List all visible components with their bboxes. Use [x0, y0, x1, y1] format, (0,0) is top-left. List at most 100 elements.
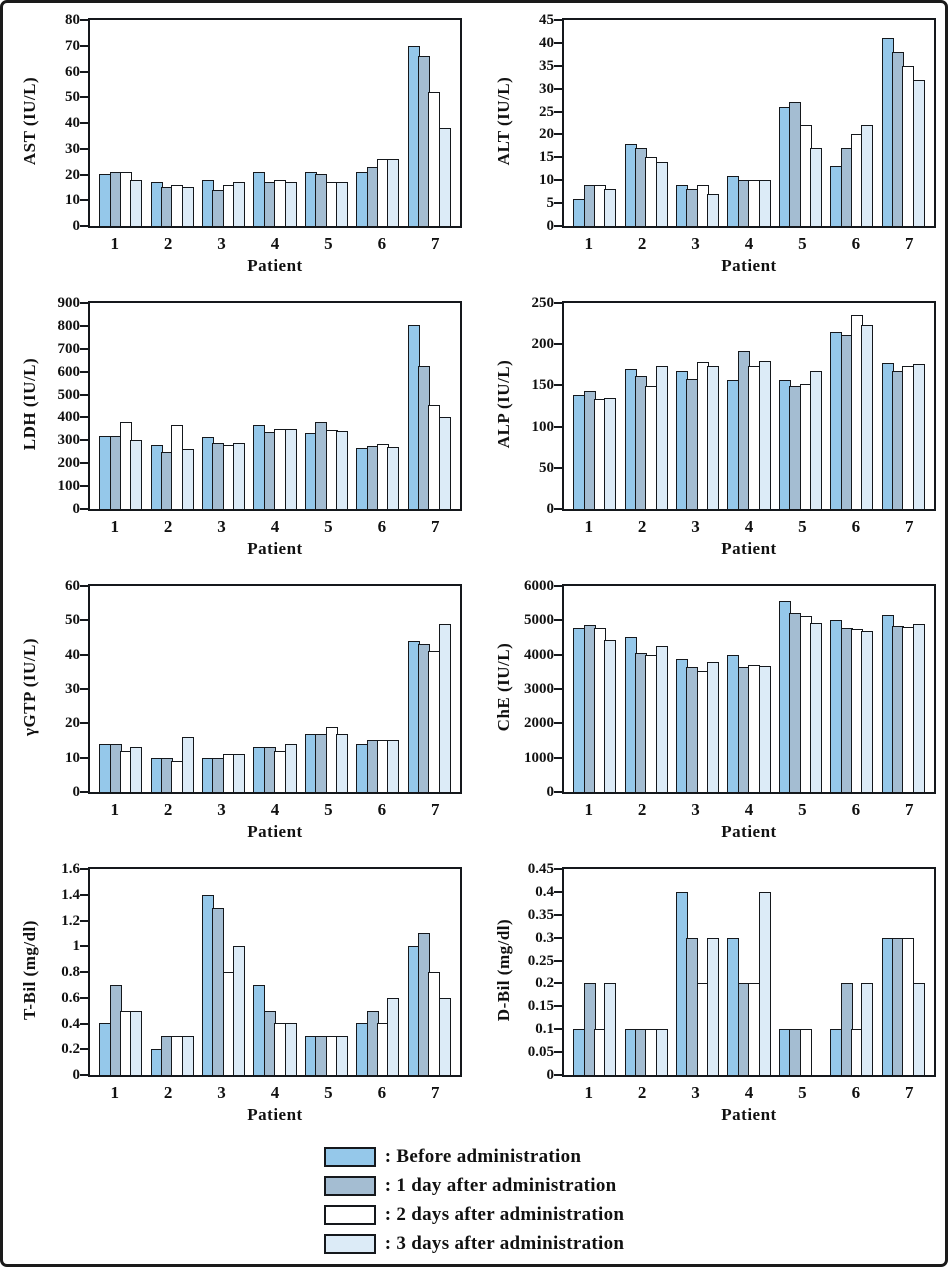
y-tick-mark — [554, 722, 562, 725]
plot-area — [562, 301, 936, 511]
y-tick-label: 6000 — [524, 578, 554, 594]
bar — [912, 624, 925, 792]
y-tick-mark — [554, 64, 562, 67]
y-tick-label: 1.2 — [61, 912, 80, 929]
y-tick-label: 0.2 — [535, 975, 554, 992]
y-tick-label: 0.4 — [535, 883, 554, 900]
legend-swatch-day2 — [323, 1205, 376, 1225]
y-tick-mark — [554, 87, 562, 90]
x-tick-label: 7 — [904, 1083, 914, 1102]
bar-group — [723, 176, 774, 226]
legend-item-before: : Before administration — [323, 1146, 625, 1168]
x-tick-label: 2 — [163, 517, 173, 536]
y-tick-mark — [554, 585, 562, 587]
y-tick-mark — [80, 722, 88, 725]
y-tick-label: 20 — [539, 126, 554, 143]
x-tick-label: 7 — [904, 517, 914, 536]
y-tick-mark — [554, 343, 562, 346]
bar — [810, 371, 822, 509]
bar-groups — [90, 869, 460, 1075]
chart-che: ChE (IU/L) 0 1000 2000 3000 4000 5000 6000 1 2 3 4 5… — [474, 570, 948, 853]
bar-group — [95, 985, 146, 1075]
plot-area — [88, 584, 462, 794]
y-tick-label: 150 — [531, 377, 555, 394]
bar — [438, 128, 451, 226]
bar-group — [352, 998, 403, 1075]
bar — [604, 983, 617, 1075]
bar — [861, 631, 874, 792]
bar — [336, 734, 348, 792]
y-tick-mark — [80, 791, 88, 793]
bar-group — [775, 601, 826, 792]
x-tick-label: 6 — [851, 1083, 861, 1102]
bar — [130, 747, 143, 792]
y-tick-label: 70 — [65, 37, 80, 54]
bar — [284, 429, 297, 509]
y-tick-label: 60 — [65, 63, 80, 80]
x-tick-label: 4 — [744, 800, 754, 819]
y-tick-label: 0.8 — [61, 964, 80, 980]
y-tick-mark — [554, 756, 562, 759]
bar-groups — [564, 869, 934, 1075]
x-tick-label: 4 — [744, 234, 754, 253]
y-tick-label: 3000 — [524, 681, 554, 697]
y-tick-mark — [80, 416, 88, 419]
y-tick-label: 0.15 — [527, 998, 554, 1015]
bar — [130, 440, 143, 509]
bar-group — [146, 737, 197, 792]
y-tick-label: 40 — [65, 646, 80, 663]
y-tick-mark — [554, 302, 562, 304]
y-tick-mark — [80, 147, 88, 150]
bar — [233, 443, 246, 509]
x-tick-labels: 1 2 3 4 5 6 7 — [88, 517, 462, 537]
x-tick-labels: 1 2 3 4 5 6 7 — [88, 234, 462, 254]
plot-area — [562, 18, 936, 228]
y-tick-mark — [80, 1048, 88, 1051]
x-tick-label: 6 — [851, 800, 861, 819]
y-tick-label: 400 — [57, 409, 81, 426]
x-tick-label: 5 — [798, 1083, 807, 1102]
x-axis-title: Patient — [247, 256, 303, 275]
x-tick-label: 5 — [798, 517, 807, 536]
bar-group — [404, 46, 455, 226]
y-tick-label: 80 — [65, 12, 80, 28]
y-tick-mark — [80, 462, 88, 465]
bar — [181, 1036, 194, 1075]
bar-groups — [90, 303, 460, 509]
y-tick-mark — [554, 982, 562, 985]
legend-box: : Before administration: 1 day after adm… — [323, 1146, 625, 1255]
bar — [707, 662, 720, 792]
bar — [438, 624, 451, 792]
bar — [438, 998, 451, 1075]
bar-group — [95, 172, 146, 226]
y-tick-mark — [80, 347, 88, 350]
bar-groups — [564, 586, 934, 792]
y-tick-label: 25 — [539, 103, 554, 120]
y-tick-mark — [80, 302, 88, 304]
bar-group — [146, 425, 197, 509]
bar-group — [352, 444, 403, 509]
x-tick-label: 4 — [744, 517, 754, 536]
y-tick-mark — [80, 893, 88, 896]
legend: : Before administration: 1 day after adm… — [0, 1146, 948, 1255]
y-tick-mark — [554, 1028, 562, 1031]
bar — [810, 623, 822, 792]
bar-group — [672, 892, 723, 1075]
x-tick-label: 7 — [430, 1083, 440, 1102]
y-tick-label: 10 — [539, 172, 554, 189]
bar-group — [198, 754, 249, 792]
x-tick-label: 5 — [324, 234, 333, 253]
x-tick-label: 3 — [217, 234, 226, 253]
bar-group — [198, 437, 249, 509]
x-tick-label: 5 — [798, 234, 807, 253]
bar-group — [620, 366, 671, 509]
y-tick-label: 2000 — [524, 715, 554, 732]
y-tick-mark — [80, 1022, 88, 1025]
y-tick-label: 0.3 — [535, 929, 554, 946]
y-tick-mark — [80, 919, 88, 922]
bar-group — [352, 740, 403, 792]
bar-group — [878, 38, 929, 226]
bar — [604, 189, 617, 226]
y-tick-label: 35 — [539, 57, 554, 74]
y-tick-label: 300 — [57, 432, 81, 449]
